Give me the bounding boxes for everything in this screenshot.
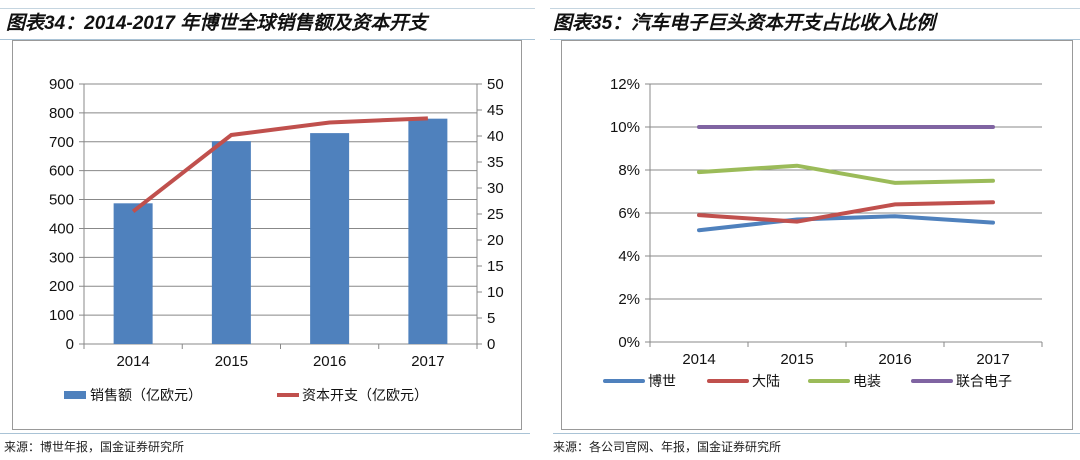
y-tick-label: 800 [49,105,74,122]
x-tick-label: 2017 [411,353,444,370]
left-chart-panel [12,40,522,430]
y-tick-label: 700 [49,134,74,151]
y2-tick-label: 25 [487,206,504,223]
series-line-电装 [697,163,995,185]
y2-tick-label: 40 [487,128,504,145]
x-tick-label: 2014 [682,351,715,368]
legend-swatch [603,379,645,383]
legend-swatch [911,379,953,383]
right-source: 来源：各公司官网、年报，国金证券研究所 [553,440,782,454]
y-tick-label: 6% [618,205,640,222]
y-tick-label: 0% [618,334,640,351]
y2-tick-label: 50 [487,76,504,93]
x-tick-label: 2016 [878,351,911,368]
y-tick-label: 4% [618,248,640,265]
y-tick-label: 500 [49,192,74,209]
y-tick-label: 2% [618,291,640,308]
y-tick-label: 0 [66,336,74,353]
y-tick-label: 10% [610,119,640,136]
x-tick-label: 2015 [215,353,248,370]
y2-tick-label: 10 [487,284,504,301]
x-tick-label: 2014 [116,353,149,370]
right-chart-title: 图表35：汽车电子巨头资本开支占比收入比例 [553,13,936,34]
series-line-大陆 [697,200,995,224]
capex-line [131,116,428,213]
y2-tick-label: 45 [487,102,504,119]
right-chart-panel [561,40,1073,430]
x-tick-label: 2016 [313,353,346,370]
legend-swatch-bar [64,391,86,399]
legend-label: 大陆 [752,374,780,390]
series-line-博世 [697,214,995,233]
y2-tick-label: 0 [487,336,495,353]
y2-tick-label: 35 [487,154,504,171]
legend-label: 电装 [853,374,881,390]
y-tick-label: 12% [610,76,640,93]
y2-tick-label: 5 [487,310,495,327]
y-tick-label: 400 [49,220,74,237]
legend-swatch-line [277,393,299,397]
bar [310,133,350,344]
y-tick-label: 900 [49,76,74,93]
x-tick-label: 2015 [780,351,813,368]
bar [408,118,448,345]
y-tick-label: 600 [49,163,74,180]
legend-label: 销售额（亿欧元） [90,388,202,404]
legend: 博世 大陆 电装 联合电子 [603,373,1012,390]
y-tick-label: 300 [49,249,74,266]
legend-swatch [808,379,850,383]
y2-tick-label: 15 [487,258,504,275]
legend-label: 博世 [648,373,676,390]
y-tick-label: 200 [49,278,74,295]
y2-tick-label: 30 [487,180,504,197]
legend-swatch [707,379,749,383]
left-source: 来源：博世年报，国金证券研究所 [4,440,185,454]
y2-tick-label: 20 [487,232,504,249]
legend: 销售额（亿欧元） 资本开支（亿欧元） [64,388,428,404]
bar [211,141,251,344]
legend-label: 资本开支（亿欧元） [302,388,428,404]
left-chart-title: 图表34：2014-2017 年博世全球销售额及资本开支 [6,13,428,34]
legend-label: 联合电子 [956,374,1012,390]
y-tick-label: 100 [49,307,74,324]
bar [113,203,153,344]
x-tick-label: 2017 [976,351,1009,368]
y-tick-label: 8% [618,162,640,179]
